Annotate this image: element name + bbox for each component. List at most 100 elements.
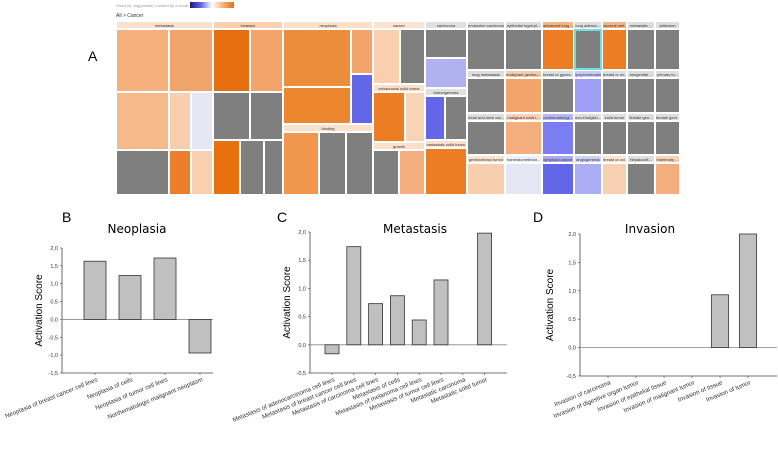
treemap-tile-label[interactable]: non-Hodgkin...	[574, 113, 602, 121]
treemap-cell[interactable]	[399, 150, 425, 195]
treemap-tile-label[interactable]: epithelial hyperpl...	[505, 21, 542, 29]
treemap-cell[interactable]	[505, 78, 542, 113]
treemap-cell[interactable]	[351, 74, 373, 124]
treemap-cell[interactable]	[627, 163, 655, 195]
treemap-tile-label[interactable]: metastatic ...	[627, 21, 655, 29]
treemap-tile-label[interactable]: nonhematologi...	[542, 113, 574, 121]
treemap-tile-label[interactable]: solid tumor	[602, 113, 627, 121]
treemap-cell[interactable]	[116, 92, 169, 150]
treemap-cell[interactable]	[319, 132, 346, 195]
treemap-cell[interactable]	[169, 150, 191, 195]
treemap-tile-label[interactable]: breast or ov...	[602, 70, 627, 78]
treemap-cell[interactable]	[250, 92, 283, 140]
treemap-cell[interactable]	[574, 163, 602, 195]
treemap-group-header[interactable]: metastatic solid tumor	[425, 140, 467, 148]
treemap-cell[interactable]	[542, 29, 574, 70]
treemap-tile-label[interactable]: breast or ovi...	[602, 155, 627, 163]
treemap-cell[interactable]	[191, 150, 213, 195]
treemap-cell[interactable]	[627, 78, 655, 113]
treemap-tile-label[interactable]: lung metastasis	[467, 70, 505, 78]
treemap-cell[interactable]	[264, 140, 283, 195]
treemap-tile-label[interactable]: anogenital ...	[627, 70, 655, 78]
treemap-cell[interactable]	[655, 78, 680, 113]
treemap-cell[interactable]	[405, 92, 425, 142]
treemap-cell[interactable]	[542, 121, 574, 155]
treemap-cell[interactable]	[467, 78, 505, 113]
treemap-cell[interactable]	[425, 96, 445, 140]
treemap-cell[interactable]	[574, 121, 602, 155]
treemap-tile-label[interactable]: lymphohemato...	[574, 70, 602, 78]
treemap-tile-label[interactable]: angiogenesis	[574, 155, 602, 163]
treemap-cell[interactable]	[602, 121, 627, 155]
treemap-cell[interactable]	[467, 29, 505, 70]
treemap-cell[interactable]	[373, 29, 400, 84]
treemap-group-header[interactable]: growth	[373, 142, 425, 150]
treemap-cell[interactable]	[400, 29, 425, 84]
treemap-tile-label[interactable]: mammary ...	[655, 155, 680, 163]
treemap-cell[interactable]	[346, 132, 373, 195]
treemap-tile-label[interactable]: endocrine carcinoma	[467, 21, 505, 29]
treemap-group-header[interactable]: metastasis	[116, 21, 213, 29]
treemap-tile-label[interactable]: advanced lung ...	[542, 21, 574, 29]
treemap-cell[interactable]	[542, 163, 574, 195]
treemap-tile-label[interactable]: malignant solid t...	[505, 113, 542, 121]
treemap-cell[interactable]	[283, 29, 351, 87]
treemap-tile-label[interactable]: malignant genitou...	[505, 70, 542, 78]
treemap-cell[interactable]	[240, 140, 264, 195]
treemap-group-header[interactable]: neoplasia	[283, 21, 373, 29]
treemap-group-header[interactable]: tumorigenesis	[425, 88, 467, 96]
treemap-cell[interactable]	[191, 92, 213, 150]
treemap-tile-label[interactable]: visceral met...	[602, 21, 627, 29]
treemap-cell[interactable]	[116, 29, 169, 92]
treemap-cell[interactable]	[373, 92, 405, 142]
treemap-cell[interactable]	[373, 150, 399, 195]
treemap-cell-selected[interactable]	[574, 29, 602, 70]
treemap-cell[interactable]	[627, 121, 655, 155]
treemap-cell[interactable]	[574, 78, 602, 113]
treemap-tile-label[interactable]: lymphoid cancer	[542, 155, 574, 163]
treemap-tile-label[interactable]: lung adenoc...	[574, 21, 602, 29]
treemap-group-header[interactable]: cancer	[373, 21, 425, 29]
treemap-cell[interactable]	[505, 121, 542, 155]
treemap-tile-label[interactable]: adhesion	[655, 21, 680, 29]
treemap-cell[interactable]	[467, 121, 505, 155]
treemap-cell[interactable]	[283, 132, 319, 195]
treemap-tile-label[interactable]: female gen...	[627, 113, 655, 121]
treemap-group-header[interactable]: carcinoma	[425, 21, 467, 29]
treemap-cell[interactable]	[627, 29, 655, 70]
treemap-tile-label[interactable]: female geni...	[655, 113, 680, 121]
treemap-cell[interactable]	[213, 29, 250, 92]
treemap-cell[interactable]	[602, 163, 627, 195]
treemap-group-header[interactable]: invasion	[213, 21, 283, 29]
treemap-cell[interactable]	[169, 92, 191, 150]
treemap-cell[interactable]	[283, 87, 351, 124]
treemap-cell[interactable]	[116, 150, 169, 195]
treemap-tile-label[interactable]: genitourinary tumor	[467, 155, 505, 163]
treemap-cell[interactable]	[213, 140, 240, 195]
treemap-cell[interactable]	[213, 92, 250, 140]
treemap-tile-label[interactable]: hepatocell...	[627, 155, 655, 163]
treemap-cell[interactable]	[602, 29, 627, 70]
breadcrumb[interactable]: All > Cancer	[116, 13, 144, 19]
treemap-cell[interactable]	[542, 78, 574, 113]
treemap-cell[interactable]	[655, 121, 680, 155]
treemap-cell[interactable]	[655, 163, 680, 195]
treemap-tile-label[interactable]: head and neck car...	[467, 113, 505, 121]
treemap-cell[interactable]	[169, 29, 213, 92]
treemap-cell[interactable]	[425, 148, 467, 195]
treemap-cell[interactable]	[467, 163, 505, 195]
treemap-cell[interactable]	[250, 29, 283, 92]
treemap-cell[interactable]	[602, 78, 627, 113]
treemap-group-header[interactable]: binding	[283, 124, 373, 132]
treemap-cell[interactable]	[655, 29, 680, 70]
treemap-cell[interactable]	[505, 163, 542, 195]
treemap-tile-label[interactable]: nonendometrioid...	[505, 155, 542, 163]
treemap-cell[interactable]	[505, 29, 542, 70]
treemap-cell[interactable]	[351, 29, 373, 74]
treemap-tile-label[interactable]: primary tu...	[655, 70, 680, 78]
treemap-tile-label[interactable]: breast or gynec...	[542, 70, 574, 78]
treemap-group-header[interactable]: extracranial solid tumor	[373, 84, 425, 92]
treemap-cell[interactable]	[425, 58, 467, 88]
treemap-cell[interactable]	[445, 96, 467, 140]
treemap-cell[interactable]	[425, 29, 467, 58]
